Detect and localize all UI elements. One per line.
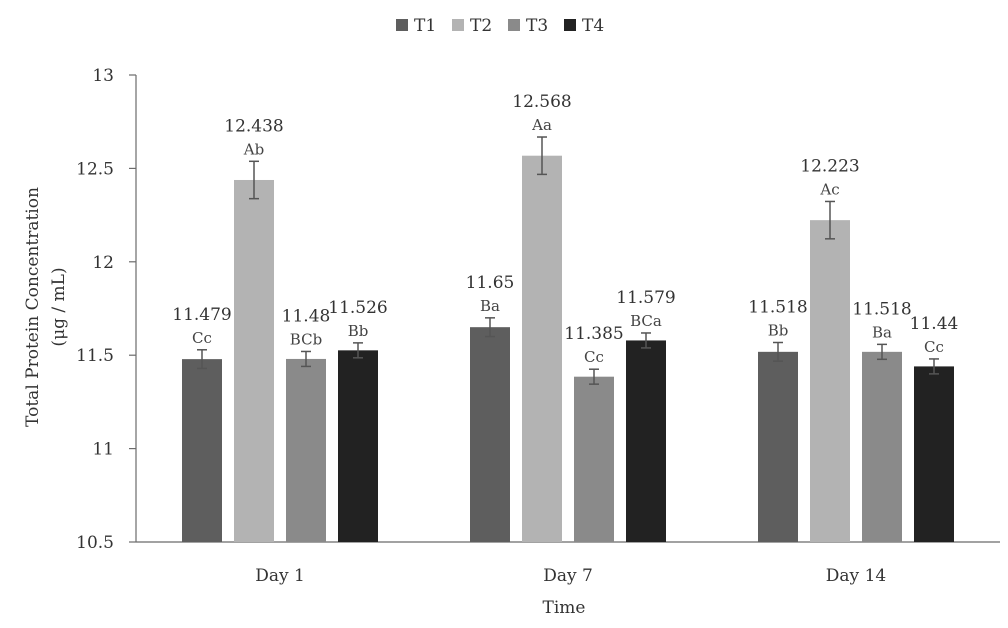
- data-value-label: 11.579: [616, 288, 675, 308]
- bar-t4-day1: [338, 350, 378, 542]
- data-value-label: 11.526: [328, 298, 387, 318]
- legend-label-t1: T1: [414, 16, 436, 36]
- data-value-label: 11.479: [172, 305, 231, 325]
- bar-t2-day1: [234, 179, 274, 542]
- bar-t3-day14: [862, 351, 902, 542]
- legend-swatch-t4: [564, 19, 576, 31]
- y-axis-title-line-2: (μg / mL): [49, 267, 69, 346]
- x-axis-title: Time: [543, 598, 586, 618]
- y-tick-label: 11: [92, 440, 114, 460]
- significance-letter: Cc: [584, 348, 604, 366]
- legend-label-t4: T4: [582, 16, 604, 36]
- bar-t2-day14: [810, 220, 850, 542]
- bar-t4-day7: [626, 340, 666, 542]
- significance-letter: Ba: [872, 323, 892, 341]
- legend-label-t2: T2: [470, 16, 492, 36]
- bars-group: [182, 136, 954, 542]
- data-value-label: 11.44: [910, 314, 959, 334]
- labels-group: Cc 11.479 Ab 12.438 BCb 11.48 Bb 11.526 Ba 11.65 A…: [172, 92, 958, 366]
- significance-letter: Aa: [531, 116, 552, 134]
- bar-t1-day14: [758, 351, 798, 542]
- y-tick-label: 11.5: [76, 346, 114, 366]
- legend-swatch-t3: [508, 19, 520, 31]
- data-value-label: 12.568: [512, 92, 571, 112]
- legend-label-t3: T3: [526, 16, 548, 36]
- legend: T1 T2 T3 T4: [396, 16, 604, 36]
- x-category-label: Day 7: [543, 566, 593, 586]
- significance-letter: BCb: [290, 330, 322, 348]
- data-value-label: 12.223: [800, 156, 859, 176]
- data-value-label: 11.518: [852, 299, 911, 319]
- significance-letter: Ac: [819, 180, 839, 198]
- bar-t2-day7: [522, 155, 562, 542]
- legend-swatch-t2: [452, 19, 464, 31]
- y-axis: 10.5 11 11.5 12 12.5 13: [76, 66, 137, 553]
- bar-t3-day1: [286, 358, 326, 542]
- y-tick-label: 12.5: [76, 159, 114, 179]
- x-category-label: Day 14: [826, 566, 886, 586]
- bar-t3-day7: [574, 376, 614, 542]
- bar-t4-day14: [914, 366, 954, 542]
- y-tick-label: 12: [92, 253, 114, 273]
- data-value-label: 12.438: [224, 116, 283, 136]
- bar-t1-day7: [470, 327, 510, 542]
- x-axis: Day 1 Day 7 Day 14: [136, 541, 1000, 586]
- significance-letter: BCa: [630, 312, 662, 330]
- significance-letter: Cc: [192, 329, 212, 347]
- data-value-label: 11.518: [748, 297, 807, 317]
- significance-letter: Cc: [924, 338, 944, 356]
- y-axis-title-line-1: Total Protein Concentration: [23, 187, 43, 427]
- significance-letter: Ab: [243, 140, 264, 158]
- data-value-label: 11.65: [466, 273, 515, 293]
- legend-swatch-t1: [396, 19, 408, 31]
- data-value-label: 11.48: [282, 306, 331, 326]
- y-tick-label: 13: [92, 66, 114, 86]
- bar-t1-day1: [182, 359, 222, 542]
- x-category-label: Day 1: [255, 566, 305, 586]
- y-tick-label: 10.5: [76, 533, 114, 553]
- data-value-label: 11.385: [564, 324, 623, 344]
- significance-letter: Bb: [768, 321, 789, 339]
- significance-letter: Bb: [348, 322, 369, 340]
- significance-letter: Ba: [480, 297, 500, 315]
